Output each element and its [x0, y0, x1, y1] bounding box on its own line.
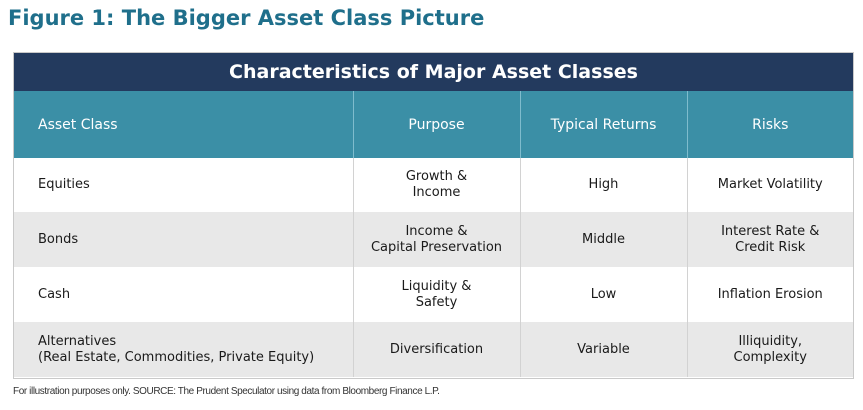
- cell-asset-class: Cash: [14, 267, 354, 322]
- cell-text: Variable: [577, 341, 630, 357]
- column-header-purpose: Purpose: [353, 91, 521, 158]
- cell-risks: Inflation Erosion: [687, 267, 853, 322]
- cell-typical-returns: Middle: [520, 212, 688, 267]
- cell-purpose: Diversification: [353, 322, 521, 377]
- cell-text: Illiquidity,: [738, 333, 803, 349]
- cell-text: Inflation Erosion: [717, 286, 823, 302]
- cell-asset-class: Bonds: [14, 212, 354, 267]
- table-row: Alternatives (Real Estate, Commodities, P…: [14, 322, 853, 377]
- cell-text: High: [588, 177, 619, 192]
- cell-text: Growth &: [405, 169, 468, 184]
- table-row: Bonds Income & Capital Preservation Middle I…: [14, 212, 853, 267]
- cell-text: Low: [590, 286, 617, 302]
- cell-text: (Real Estate, Commodities, Private Equit…: [38, 349, 315, 365]
- cell-text: Equities: [38, 177, 90, 192]
- column-header-risks: Risks: [687, 91, 853, 158]
- column-header-typical-returns: Typical Returns: [520, 91, 688, 158]
- cell-typical-returns: Variable: [520, 322, 688, 377]
- cell-text: Credit Risk: [735, 239, 806, 255]
- cell-text: Bonds: [38, 231, 79, 247]
- cell-text: Middle: [582, 231, 625, 247]
- source-footnote: For illustration purposes only. SOURCE: …: [13, 386, 440, 397]
- cell-text: Interest Rate &: [721, 223, 820, 239]
- cell-text: Income &: [405, 223, 468, 239]
- cell-risks: Interest Rate & Credit Risk: [687, 212, 853, 267]
- table-row: Cash Liquidity & Safety Low Inflation Erosio…: [14, 267, 853, 322]
- cell-typical-returns: High: [520, 158, 688, 212]
- column-header-row: Asset Class Purpose Typical Returns Risk…: [14, 91, 853, 158]
- cell-text: Cash: [38, 286, 71, 302]
- cell-text: Market Volatility: [717, 177, 823, 192]
- cell-asset-class: Equities: [14, 158, 354, 212]
- asset-class-table: Characteristics of Major Asset Classes A…: [13, 52, 854, 379]
- cell-risks: Illiquidity, Complexity: [687, 322, 853, 377]
- cell-purpose: Growth & Income: [353, 158, 521, 212]
- cell-purpose: Income & Capital Preservation: [353, 212, 521, 267]
- column-header-asset-class: Asset Class: [14, 91, 354, 158]
- cell-text: Diversification: [389, 341, 484, 357]
- cell-text: Safety: [415, 294, 458, 310]
- cell-typical-returns: Low: [520, 267, 688, 322]
- table-row: Equities Growth & Income High Market Volatil…: [14, 158, 853, 212]
- table-title: Characteristics of Major Asset Classes: [14, 53, 853, 91]
- cell-text: Complexity: [733, 349, 807, 365]
- figure-title: Figure 1: The Bigger Asset Class Picture: [8, 6, 485, 30]
- cell-asset-class: Alternatives (Real Estate, Commodities, P…: [14, 322, 354, 377]
- cell-text: Capital Preservation: [370, 239, 503, 255]
- cell-risks: Market Volatility: [687, 158, 853, 212]
- asset-class-grid: Asset Class Purpose Typical Returns Risk…: [14, 91, 853, 377]
- cell-text: Liquidity &: [401, 278, 472, 294]
- table-body: Equities Growth & Income High Market Volatil…: [14, 158, 853, 377]
- cell-text: Income: [412, 185, 461, 200]
- cell-purpose: Liquidity & Safety: [353, 267, 521, 322]
- cell-text: Alternatives: [38, 333, 117, 349]
